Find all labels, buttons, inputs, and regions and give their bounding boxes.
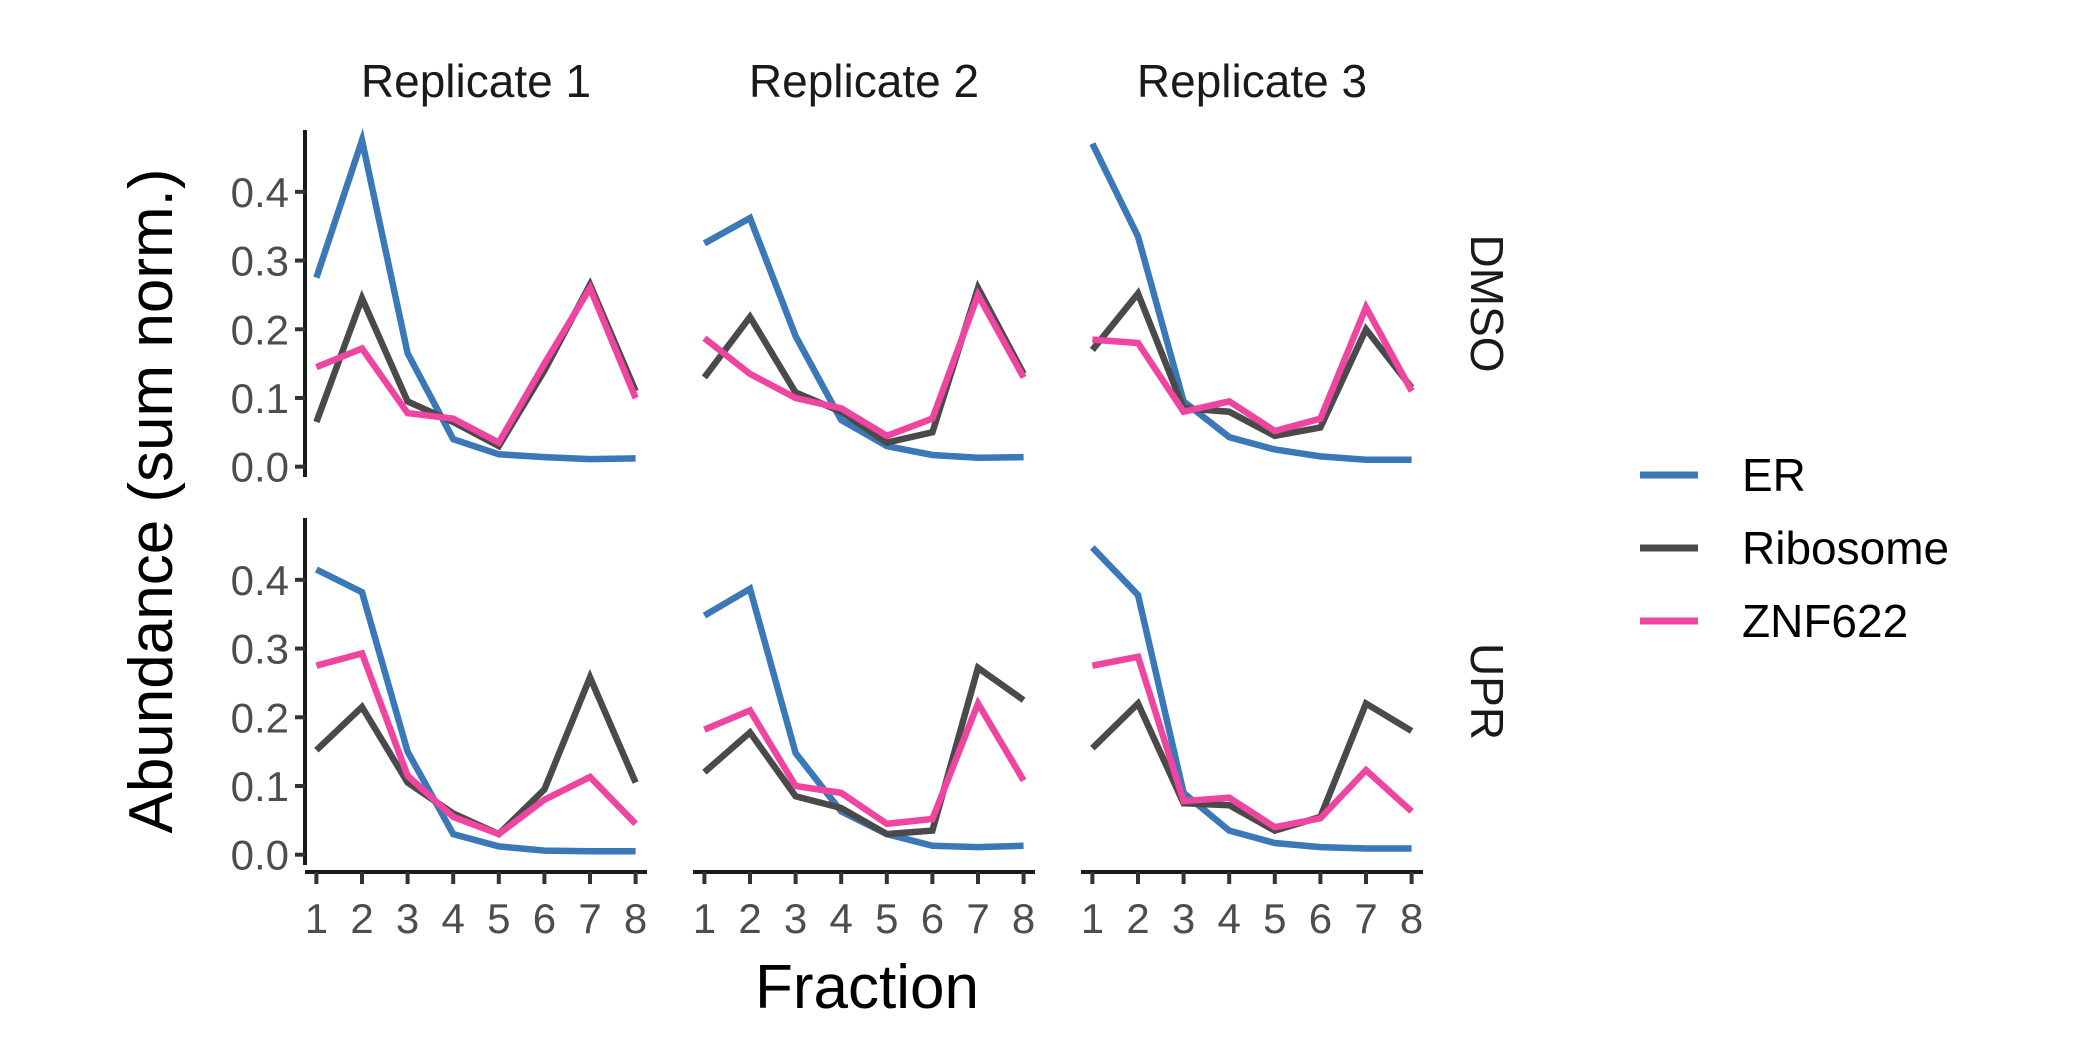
panel-replicate-3-upr (1090, 545, 1414, 852)
series-line-znf622 (1091, 653, 1414, 831)
x-tick-label: 1 (305, 895, 328, 942)
series-line-ribosome (702, 662, 1026, 838)
panel-replicate-2-dmso (701, 213, 1027, 462)
x-tick-label: 2 (1126, 895, 1149, 942)
x-tick-label: 5 (875, 895, 898, 942)
legend-label-ribosome: Ribosome (1742, 522, 1949, 574)
y-tick-label: 0.0 (231, 444, 289, 491)
x-tick-label: 2 (350, 895, 373, 942)
strip-label-replicate-1: Replicate 1 (361, 55, 591, 107)
y-axis-title: Abundance (sum norm.) (117, 168, 186, 833)
x-tick-label: 3 (396, 895, 419, 942)
y-tick-label: 0.4 (231, 557, 289, 604)
series-line-znf622 (315, 280, 639, 447)
series-line-znf622 (702, 287, 1027, 440)
legend: ER Ribosome ZNF622 (1640, 449, 1949, 647)
x-tick-label: 4 (442, 895, 465, 942)
series-line-er (313, 127, 636, 463)
series-line-er (1090, 545, 1412, 852)
panel-replicate-1-upr (314, 566, 639, 855)
series-line-ribosome (314, 669, 639, 838)
y-tick-label: 0.1 (231, 375, 289, 422)
y-tick-label: 0.2 (231, 694, 289, 741)
x-tick-label: 7 (578, 895, 601, 942)
legend-item-ribosome: Ribosome (1640, 522, 1949, 574)
x-tick-label: 4 (830, 895, 853, 942)
series-line-ribosome (313, 277, 639, 451)
panel-replicate-1-dmso (313, 127, 639, 463)
series-line-ribosome (1090, 697, 1414, 835)
series-line-er (1089, 142, 1412, 464)
series-line-znf622 (1092, 299, 1415, 435)
y-tick-label: 0.1 (231, 763, 289, 810)
series-line-er (702, 213, 1024, 462)
legend-item-er: ER (1640, 449, 1806, 501)
x-tick-label: 2 (738, 895, 761, 942)
strip-label-replicate-3: Replicate 3 (1137, 55, 1367, 107)
x-tick-label: 1 (1081, 895, 1104, 942)
x-tick-label: 8 (624, 895, 647, 942)
strip-label-upr: UPR (1461, 643, 1513, 740)
panel-replicate-3-dmso (1089, 142, 1415, 464)
panel-replicate-2-upr (702, 583, 1027, 851)
x-tick-label: 6 (533, 895, 556, 942)
y-tick-label: 0.4 (231, 169, 289, 216)
x-axis-title: Fraction (755, 953, 979, 1022)
legend-item-znf622: ZNF622 (1640, 595, 1908, 647)
strip-label-replicate-2: Replicate 2 (749, 55, 979, 107)
legend-label-znf622: ZNF622 (1742, 595, 1908, 647)
x-tick-label: 8 (1012, 895, 1035, 942)
series-line-znf622 (315, 649, 638, 838)
x-tick-label: 4 (1218, 895, 1241, 942)
x-tick-label: 7 (1354, 895, 1377, 942)
x-tick-label: 3 (1172, 895, 1195, 942)
y-tick-label: 0.3 (231, 626, 289, 673)
x-tick-label: 5 (1263, 895, 1286, 942)
series-line-znf622 (703, 696, 1027, 828)
series-line-er (314, 566, 636, 855)
x-tick-label: 6 (921, 895, 944, 942)
x-tick-label: 3 (784, 895, 807, 942)
x-tick-label: 5 (487, 895, 510, 942)
x-tick-label: 6 (1309, 895, 1332, 942)
x-tick-label: 8 (1400, 895, 1423, 942)
y-tick-label: 0.3 (231, 238, 289, 285)
series-line-ribosome (1089, 287, 1415, 440)
y-tick-label: 0.2 (231, 306, 289, 353)
legend-label-er: ER (1742, 449, 1806, 501)
facet-panels: Replicate 1 Replicate 2 Replicate 3 DMSO UPR… (231, 55, 1513, 942)
x-tick-label: 7 (966, 895, 989, 942)
x-tick-label: 1 (693, 895, 716, 942)
y-tick-label: 0.0 (231, 832, 289, 879)
strip-label-dmso: DMSO (1461, 235, 1513, 373)
